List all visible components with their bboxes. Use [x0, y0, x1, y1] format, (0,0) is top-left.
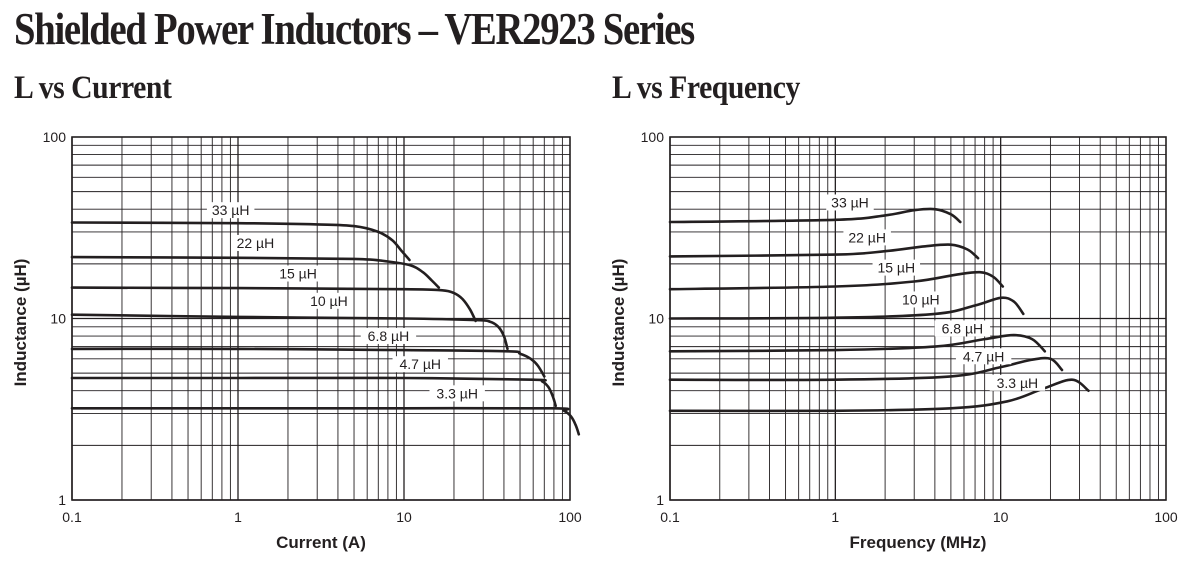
series-label-bg: [989, 374, 1046, 391]
series-label: 4.7 µH: [399, 356, 441, 372]
series-line: [70, 286, 477, 323]
series-label-bg: [206, 202, 255, 219]
x-tick-label: 100: [558, 509, 582, 525]
series-label-bg: [231, 234, 280, 251]
series-label-bg: [955, 348, 1012, 365]
y-tick-label: 100: [641, 129, 665, 145]
x-tick-label: 0.1: [62, 509, 82, 525]
series-line: [668, 333, 1047, 353]
series-label-bg: [897, 291, 945, 308]
series-label: 15 µH: [877, 260, 915, 276]
series-line: [668, 356, 1064, 382]
y-tick-label: 100: [43, 129, 67, 145]
series-label-bg: [843, 229, 891, 246]
y-tick-label: 10: [648, 311, 664, 327]
series-label-bg: [429, 385, 485, 402]
y-tick-label: 1: [656, 492, 664, 508]
plot-frame: [71, 136, 571, 501]
series-label: 22 µH: [237, 235, 275, 251]
series-label-bg: [872, 259, 921, 276]
series-line: [668, 296, 1025, 320]
page-title: Shielded Power Inductors – VER2923 Serie…: [14, 4, 695, 54]
series-label: 15 µH: [279, 266, 317, 282]
chart-title-l-vs-frequency: L vs Frequency: [612, 70, 800, 106]
series-label: 33 µH: [212, 202, 250, 218]
chart-title-l-vs-current: L vs Current: [14, 70, 172, 106]
series-label: 3.3 µH: [997, 375, 1039, 391]
series-line: [70, 406, 581, 436]
series-line: [70, 221, 411, 262]
x-tick-label: 10: [993, 509, 1009, 525]
x-axis-title: Frequency (MHz): [850, 533, 987, 552]
series-line: [70, 376, 557, 408]
series-label-bg: [305, 292, 353, 309]
grid: [71, 137, 570, 501]
series-label-bg: [826, 194, 874, 211]
series-label-bg: [392, 356, 448, 373]
series-line: [70, 255, 441, 289]
series-label-bg: [360, 327, 417, 344]
series-line: [668, 378, 1090, 413]
y-axis-title: Inductance (µH): [11, 259, 30, 387]
series-line: [668, 207, 962, 224]
x-tick-label: 10: [396, 509, 412, 525]
series-label: 4.7 µH: [963, 348, 1005, 364]
x-tick-label: 1: [831, 509, 839, 525]
x-tick-label: 100: [1154, 509, 1178, 525]
series-line: [668, 243, 980, 260]
y-axis-title: Inductance (µH): [609, 259, 628, 387]
x-tick-label: 1: [234, 509, 242, 525]
x-tick-label: 0.1: [660, 509, 680, 525]
x-axis-title: Current (A): [276, 533, 366, 552]
series-label: 6.8 µH: [368, 328, 410, 344]
series-label-bg: [934, 320, 991, 337]
series-label: 22 µH: [848, 229, 886, 245]
series-label-bg: [274, 265, 322, 282]
y-tick-label: 1: [58, 492, 66, 508]
series-label: 10 µH: [310, 293, 348, 309]
series-label: 33 µH: [831, 194, 869, 210]
y-tick-label: 10: [50, 311, 66, 327]
series-label: 3.3 µH: [436, 385, 478, 401]
series-line: [70, 347, 546, 378]
series-line: [70, 313, 509, 351]
series-line: [668, 270, 1005, 291]
series-label: 10 µH: [902, 291, 940, 307]
grid: [669, 137, 1166, 501]
series-label: 6.8 µH: [942, 320, 984, 336]
